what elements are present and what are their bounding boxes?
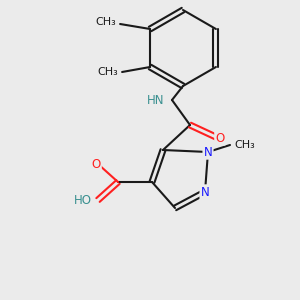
- Text: CH₃: CH₃: [97, 67, 118, 77]
- Text: N: N: [201, 185, 209, 199]
- Text: O: O: [92, 158, 100, 170]
- Text: HN: HN: [146, 94, 164, 106]
- Text: N: N: [204, 146, 212, 158]
- Text: CH₃: CH₃: [95, 17, 116, 27]
- Text: CH₃: CH₃: [234, 140, 255, 150]
- Text: O: O: [215, 131, 225, 145]
- Text: HO: HO: [74, 194, 92, 206]
